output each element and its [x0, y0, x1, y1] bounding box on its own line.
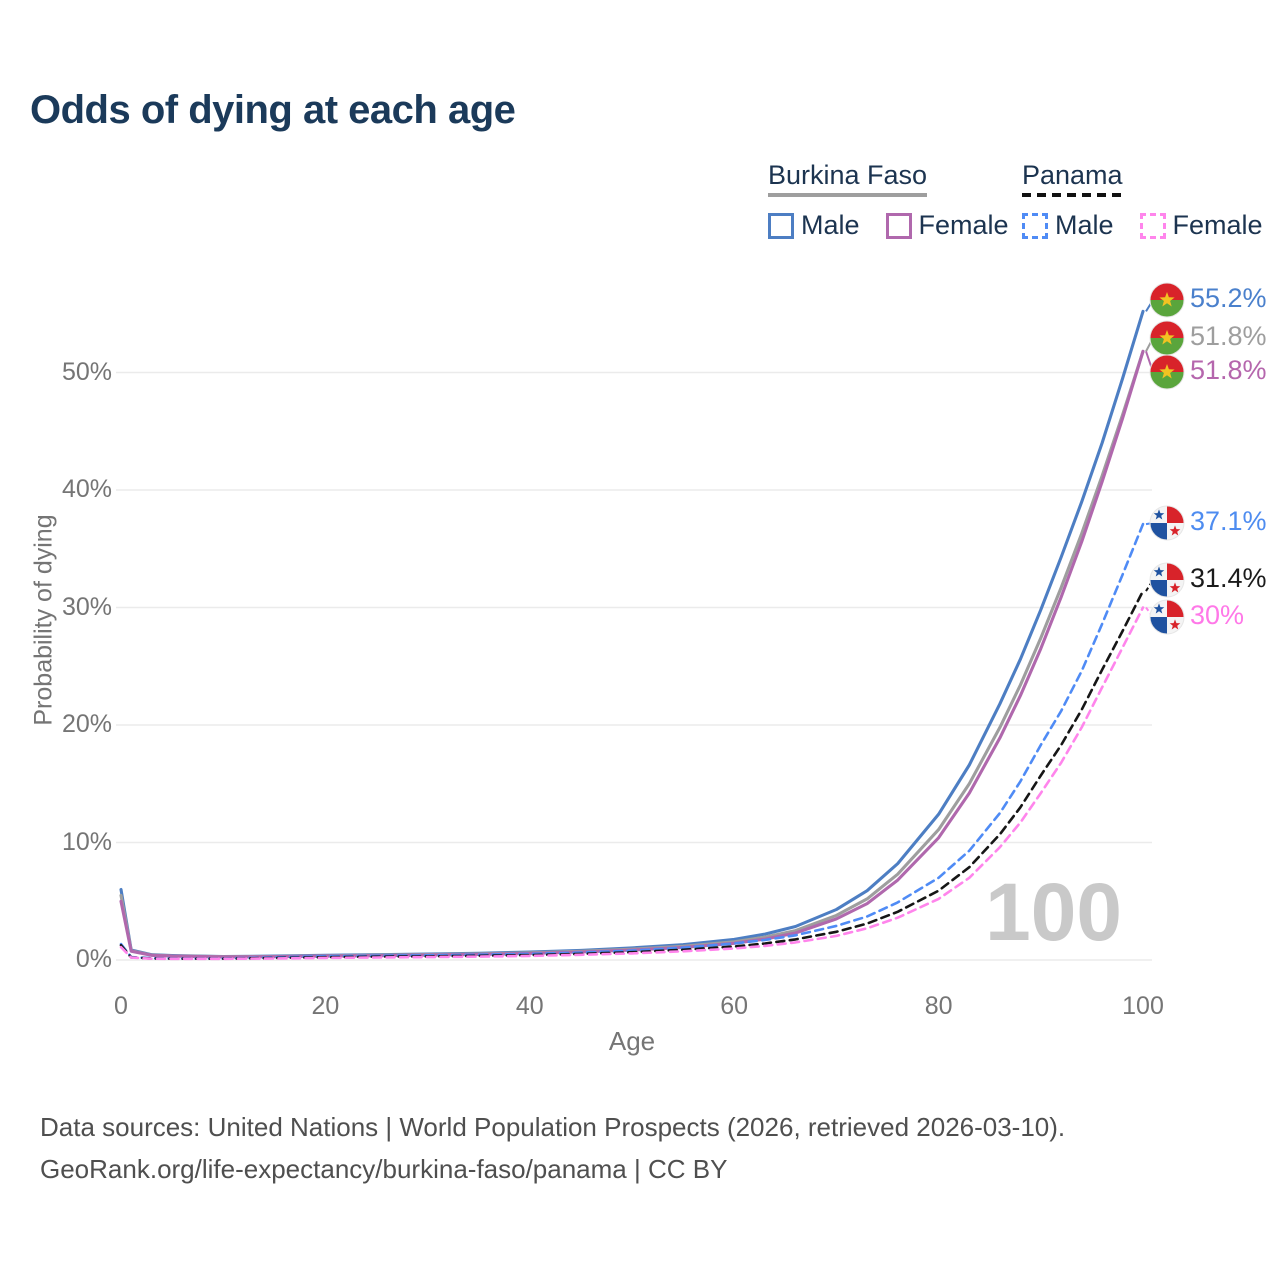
flag-icon-panama [1149, 562, 1185, 598]
end-label-pa-female[interactable]: 30% [1190, 600, 1245, 630]
legend-country-panama[interactable]: Panama [1022, 160, 1123, 200]
end-label-connector [1145, 299, 1160, 312]
end-label-bf-female[interactable]: 51.8% [1190, 355, 1267, 385]
end-label-connector [1145, 522, 1160, 526]
legend-country-burkina-faso[interactable]: Burkina Faso [768, 160, 928, 200]
legend-swatch-bf-male [768, 212, 794, 239]
flag-icon-panama [1149, 599, 1185, 635]
end-label-pa-male[interactable]: 37.1% [1190, 506, 1267, 536]
legend-country-label: Panama [1022, 160, 1123, 190]
x-tick-label: 40 [515, 992, 544, 1020]
end-label-connector [1145, 337, 1160, 352]
y-tick-label: 40% [61, 475, 112, 503]
end-label-bf-both[interactable]: 51.8% [1190, 321, 1267, 351]
legend-item-label: Male [1055, 210, 1114, 240]
legend-item-label: Female [918, 210, 1009, 240]
end-label-connector [1145, 579, 1160, 592]
legend-item-pa-female[interactable]: Female [1139, 210, 1263, 241]
footer-url-line[interactable]: GeoRank.org/life-expectancy/burkina-faso… [40, 1154, 728, 1185]
legend-group-panama: Panama Male Female [1022, 160, 1263, 241]
end-label-bf-male[interactable]: 55.2% [1190, 283, 1267, 313]
end-label-connector [1145, 606, 1160, 618]
x-tick-label: 100 [1122, 992, 1164, 1020]
flag-icon-burkina-faso [1149, 354, 1185, 390]
x-axis-title: Age [608, 1026, 656, 1056]
flag-icon-panama [1149, 505, 1185, 541]
legend-line-sample-dashed [1022, 193, 1123, 197]
y-tick-label: 50% [61, 357, 112, 386]
x-tick-label: 0 [114, 992, 128, 1020]
series-line-1 [119, 349, 1145, 959]
end-label-connector [1145, 351, 1160, 373]
legend-item-bf-male[interactable]: Male [768, 210, 860, 241]
x-tick-label: 60 [720, 992, 749, 1020]
flag-icon-burkina-faso [1149, 320, 1185, 356]
y-tick-label: 30% [61, 592, 112, 621]
y-tick-label: 0% [75, 945, 112, 973]
footer-sources-line: Data sources: United Nations | World Pop… [40, 1112, 1066, 1142]
legend-item-label: Female [1172, 210, 1263, 240]
legend-country-label: Burkina Faso [768, 160, 928, 190]
end-label-pa-both[interactable]: 31.4% [1190, 563, 1267, 593]
y-tick-label: 10% [61, 827, 112, 856]
page-title: Odds of dying at each age [30, 88, 516, 132]
legend-swatch-bf-female [885, 212, 912, 239]
data-source-footer: Data sources: United Nations | World Pop… [40, 1106, 1065, 1190]
hover-age-indicator: 100 [985, 867, 1122, 958]
legend-item-bf-female[interactable]: Female [885, 210, 1009, 241]
y-tick-label: 20% [61, 710, 112, 738]
legend-item-label: Male [801, 210, 860, 240]
legend-group-burkina-faso: Burkina Faso Male Female [768, 160, 1009, 241]
series-line-0 [119, 309, 1145, 959]
legend-line-sample-solid [768, 193, 928, 197]
legend-item-pa-male[interactable]: Male [1022, 210, 1114, 241]
legend-swatch-pa-female [1139, 212, 1166, 239]
x-tick-label: 80 [924, 992, 953, 1020]
flag-icon-burkina-faso [1149, 282, 1185, 318]
legend-swatch-pa-male [1022, 212, 1048, 239]
x-tick-label: 20 [311, 992, 340, 1020]
